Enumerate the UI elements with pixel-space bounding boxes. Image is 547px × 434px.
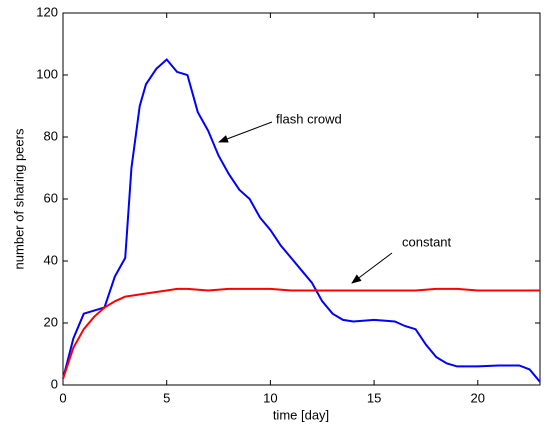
y-tick-label: 40 bbox=[44, 252, 58, 267]
x-tick-label: 10 bbox=[263, 390, 277, 405]
annotation: flash crowd bbox=[276, 111, 342, 126]
x-tick-label: 5 bbox=[163, 390, 170, 405]
data-line bbox=[62, 287, 540, 380]
x-tick-label: 15 bbox=[367, 390, 381, 405]
data-line bbox=[62, 58, 541, 383]
y-tick-label: 0 bbox=[51, 376, 58, 391]
y-tick-label: 20 bbox=[44, 314, 58, 329]
annotation-arrow bbox=[351, 252, 393, 284]
annotation: constant bbox=[402, 234, 452, 249]
y-tick-label: 80 bbox=[44, 128, 58, 143]
x-axis-label: time [day] bbox=[273, 407, 329, 422]
plot-frame bbox=[62, 12, 541, 386]
y-tick-label: 120 bbox=[36, 4, 58, 19]
x-tick-label: 0 bbox=[59, 390, 66, 405]
y-axis-label: number of sharing peers bbox=[11, 128, 26, 269]
y-tick-label: 100 bbox=[36, 66, 58, 81]
annotation-arrow bbox=[218, 121, 273, 143]
x-tick-label: 20 bbox=[471, 390, 485, 405]
y-tick-label: 60 bbox=[44, 190, 58, 205]
